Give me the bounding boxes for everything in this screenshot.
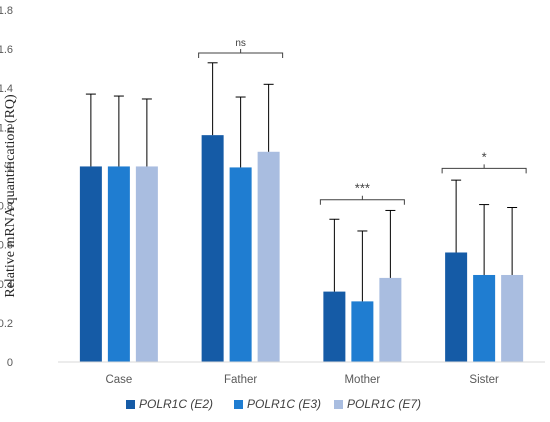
bar [379,277,402,362]
y-tick-label: 1 [7,161,13,173]
significance-bracket [441,164,527,174]
bar [229,167,252,362]
y-tick-label: 0.8 [0,201,13,213]
significance-annotations: ns**** [198,38,527,205]
bar [79,166,102,362]
bar [201,135,224,362]
bar [473,274,496,362]
significance-label: * [482,149,487,164]
significance-bracket [198,49,284,59]
legend-label: POLR1C (E7) [347,397,421,411]
x-category-label: Case [105,374,132,386]
x-category-label: Mother [344,374,380,386]
y-tick-label: 1.4 [0,83,13,95]
bar [351,301,374,362]
significance-label: ns [235,38,246,49]
bar-series [79,135,524,362]
bar [107,166,130,362]
legend-label: POLR1C (E3) [247,397,321,411]
x-axis-category-labels: Case Father Mother Sister [105,374,499,386]
significance-bracket [319,195,405,205]
y-tick-label: 0.2 [0,318,13,330]
y-tick-label: 1.2 [0,122,13,134]
y-axis-ticks: 0 0.2 0.4 0.6 0.8 1 1.2 1.4 1.6 1.8 [0,5,13,369]
legend-swatch [234,400,243,409]
y-tick-label: 1.6 [0,44,13,56]
bar [501,274,524,362]
x-category-label: Sister [469,374,499,386]
significance-label: *** [355,181,370,196]
x-category-label: Father [224,374,257,386]
y-tick-label: 0.4 [0,279,13,291]
bar [135,166,158,362]
error-bars [85,62,518,302]
bar [323,291,346,362]
y-tick-label: 0.6 [0,240,13,252]
bar [257,151,280,362]
bar [445,252,468,362]
legend-swatch [126,400,135,409]
y-tick-label: 1.8 [0,5,13,17]
y-tick-label: 0 [7,357,13,369]
legend-label: POLR1C (E2) [139,397,213,411]
y-axis-label: Relative mRNA quantification (RQ) [3,94,18,298]
legend: POLR1C (E2) POLR1C (E3) POLR1C (E7) [126,397,421,411]
legend-swatch [334,400,343,409]
